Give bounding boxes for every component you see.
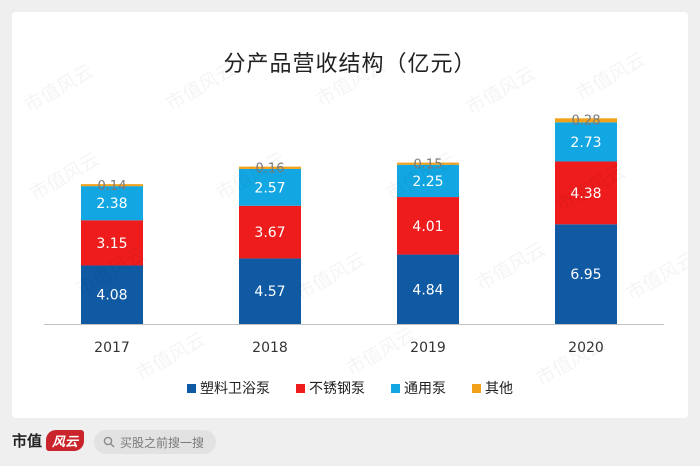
data-label: 0.14 [98,179,127,194]
chart-title: 分产品营收结构（亿元） [223,52,477,77]
legend-item-plastic-bath-pump: 塑料卫浴泵 [187,378,270,398]
data-label: 4.08 [96,288,127,304]
brand-mark: 风云 [46,430,85,451]
legend-label-other: 其他 [485,381,513,397]
brand-text: 市值 [12,432,43,450]
bar-segment [555,122,617,162]
data-label: 2.57 [254,180,285,196]
bar-segment [81,186,143,221]
x-tick-label: 2019 [410,340,446,356]
bar-segment [397,164,459,198]
data-label: 2.73 [570,135,601,151]
data-label: 2.25 [412,174,443,190]
x-tick-label: 2017 [94,340,130,356]
legend-label-general-pump: 通用泵 [404,381,446,397]
bar-segment [397,162,459,165]
bar-segment [555,224,617,324]
data-label: 0.16 [256,162,285,177]
bar-segment [239,205,301,259]
data-label: 2.38 [96,196,127,212]
legend-label-stainless-pump: 不锈钢泵 [309,381,365,397]
data-label: 6.95 [570,267,601,283]
search-placeholder: 买股之前搜一搜 [120,435,205,450]
x-tick-label: 2020 [568,340,604,356]
bar-segment [397,197,459,255]
data-label: 4.84 [412,282,443,298]
legend-swatch-general-pump [391,383,400,393]
bar-segment [555,161,617,225]
bar-segment [81,184,143,187]
data-label: 0.15 [414,158,443,173]
data-label: 3.15 [96,236,127,252]
legend-item-stainless-pump: 不锈钢泵 [296,378,365,398]
brand-logo[interactable]: 市值 风云 [12,430,85,451]
data-label: 4.57 [254,284,285,300]
data-label: 3.67 [254,225,285,241]
bar-segment [555,118,617,123]
stacked-bar-chart: 4.08 3.15 2.38 0.14 2017 4.57 3.67 2.57 0.16 2018… [44,113,664,356]
data-label: 0.28 [572,113,601,128]
bar-segment [239,168,301,206]
search-box[interactable]: 买股之前搜一搜 [94,430,216,454]
chart-legend: 塑料卫浴泵 不锈钢泵 通用泵 其他 [12,378,688,398]
legend-item-other: 其他 [472,378,513,398]
search-icon [103,436,115,448]
legend-swatch-other [472,383,481,393]
bar-segment [239,166,301,169]
bar-segment [81,265,143,324]
bar-segment [239,258,301,324]
legend-label-plastic-bath-pump: 塑料卫浴泵 [200,381,270,397]
bar-segment [81,220,143,266]
chart-card: 分产品营收结构（亿元） 4.08 3.15 2.38 0.14 2017 4.57 3.67… [12,12,688,418]
legend-swatch-stainless-pump [296,383,305,393]
data-label: 4.01 [412,219,443,235]
legend-item-general-pump: 通用泵 [391,378,446,398]
data-label: 4.38 [570,186,601,202]
legend-swatch-plastic-bath-pump [187,383,196,393]
x-tick-label: 2018 [252,340,288,356]
bar-segment [397,254,459,324]
footer-bar: 市值 风云 买股之前搜一搜 [0,418,700,466]
